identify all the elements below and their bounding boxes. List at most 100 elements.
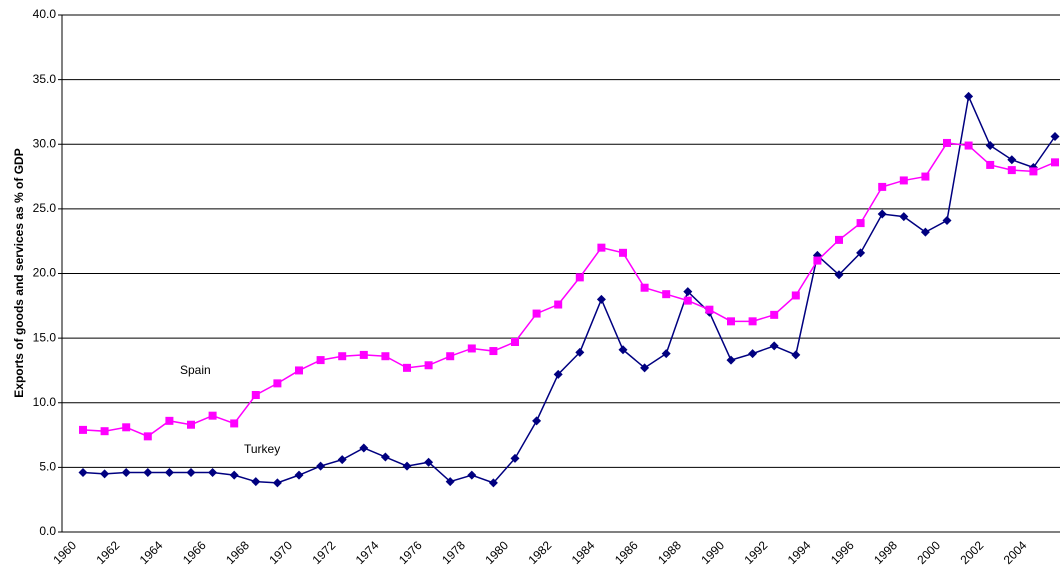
marker bbox=[359, 350, 368, 359]
marker bbox=[964, 91, 974, 101]
x-tick-label: 1984 bbox=[569, 538, 598, 567]
x-tick-label: 2000 bbox=[914, 538, 943, 567]
marker bbox=[272, 478, 282, 488]
marker bbox=[294, 470, 304, 480]
marker bbox=[748, 317, 757, 326]
marker bbox=[920, 227, 930, 237]
marker bbox=[553, 369, 563, 379]
marker bbox=[683, 287, 693, 297]
marker bbox=[511, 338, 519, 347]
marker bbox=[813, 256, 822, 265]
marker bbox=[467, 344, 476, 353]
marker bbox=[878, 182, 887, 191]
marker bbox=[165, 416, 174, 425]
x-tick-label: 1980 bbox=[482, 538, 511, 567]
marker bbox=[381, 352, 390, 361]
x-tick-label: 1974 bbox=[353, 538, 382, 567]
x-tick-label: 1982 bbox=[526, 538, 555, 567]
marker bbox=[229, 470, 239, 480]
marker bbox=[273, 379, 282, 388]
marker bbox=[1050, 131, 1060, 141]
marker bbox=[403, 363, 411, 372]
marker bbox=[295, 366, 303, 375]
marker bbox=[769, 341, 779, 351]
y-tick-label: 35.0 bbox=[33, 72, 57, 86]
marker bbox=[597, 243, 606, 252]
marker bbox=[424, 457, 434, 467]
y-axis-label: Exports of goods and services as % of GD… bbox=[12, 148, 26, 397]
marker bbox=[899, 176, 908, 185]
marker bbox=[770, 310, 779, 319]
marker bbox=[877, 209, 887, 219]
marker bbox=[791, 291, 800, 300]
x-tick-label: 1970 bbox=[266, 538, 295, 567]
series-line bbox=[82, 142, 1056, 438]
y-tick-label: 15.0 bbox=[33, 330, 57, 344]
marker bbox=[402, 461, 412, 471]
marker bbox=[943, 138, 951, 147]
x-tick-label: 1964 bbox=[137, 538, 166, 567]
marker bbox=[251, 477, 261, 487]
marker bbox=[532, 309, 541, 318]
marker bbox=[964, 141, 973, 150]
marker bbox=[856, 248, 866, 258]
x-tick-label: 1960 bbox=[50, 538, 79, 567]
marker bbox=[899, 212, 909, 222]
marker bbox=[1007, 155, 1017, 165]
marker bbox=[424, 361, 433, 370]
series-label: Spain bbox=[180, 363, 211, 377]
marker bbox=[100, 427, 109, 436]
x-tick-label: 1966 bbox=[180, 538, 209, 567]
x-tick-label: 1976 bbox=[396, 538, 425, 567]
marker bbox=[338, 352, 347, 361]
y-tick-label: 10.0 bbox=[33, 395, 57, 409]
marker bbox=[985, 141, 995, 151]
marker bbox=[596, 294, 606, 304]
marker bbox=[121, 468, 131, 478]
marker bbox=[186, 468, 196, 478]
marker bbox=[489, 347, 498, 356]
marker bbox=[835, 235, 843, 244]
marker bbox=[230, 419, 239, 428]
x-tick-label: 1978 bbox=[439, 538, 468, 567]
marker bbox=[554, 300, 563, 309]
y-tick-label: 0.0 bbox=[39, 524, 56, 538]
marker bbox=[446, 352, 455, 361]
marker bbox=[640, 283, 649, 292]
series-label: Turkey bbox=[244, 442, 280, 456]
marker bbox=[316, 356, 325, 365]
marker bbox=[251, 390, 260, 399]
marker bbox=[78, 468, 88, 478]
marker bbox=[662, 290, 671, 299]
marker bbox=[705, 305, 714, 314]
marker bbox=[619, 248, 627, 257]
x-tick-label: 1988 bbox=[655, 538, 684, 567]
x-tick-label: 1992 bbox=[742, 538, 771, 567]
marker bbox=[122, 423, 131, 432]
marker bbox=[532, 416, 542, 426]
marker bbox=[921, 172, 930, 181]
marker bbox=[187, 420, 195, 429]
marker bbox=[359, 443, 369, 453]
marker bbox=[208, 411, 217, 420]
marker bbox=[834, 270, 844, 280]
marker bbox=[683, 296, 692, 305]
marker bbox=[79, 425, 87, 434]
y-tick-label: 20.0 bbox=[33, 266, 57, 280]
marker bbox=[726, 355, 736, 365]
x-tick-label: 1990 bbox=[698, 538, 727, 567]
marker bbox=[942, 216, 952, 226]
y-tick-label: 30.0 bbox=[33, 136, 57, 150]
marker bbox=[1029, 167, 1038, 176]
marker bbox=[316, 461, 326, 471]
marker bbox=[467, 470, 477, 480]
marker bbox=[727, 317, 735, 326]
x-tick-label: 1986 bbox=[612, 538, 641, 567]
x-tick-label: 1962 bbox=[94, 538, 123, 567]
y-tick-label: 25.0 bbox=[33, 201, 57, 215]
marker bbox=[661, 349, 671, 359]
marker bbox=[337, 455, 347, 465]
marker bbox=[380, 452, 390, 462]
x-tick-label: 2002 bbox=[958, 538, 987, 567]
marker bbox=[208, 468, 218, 478]
